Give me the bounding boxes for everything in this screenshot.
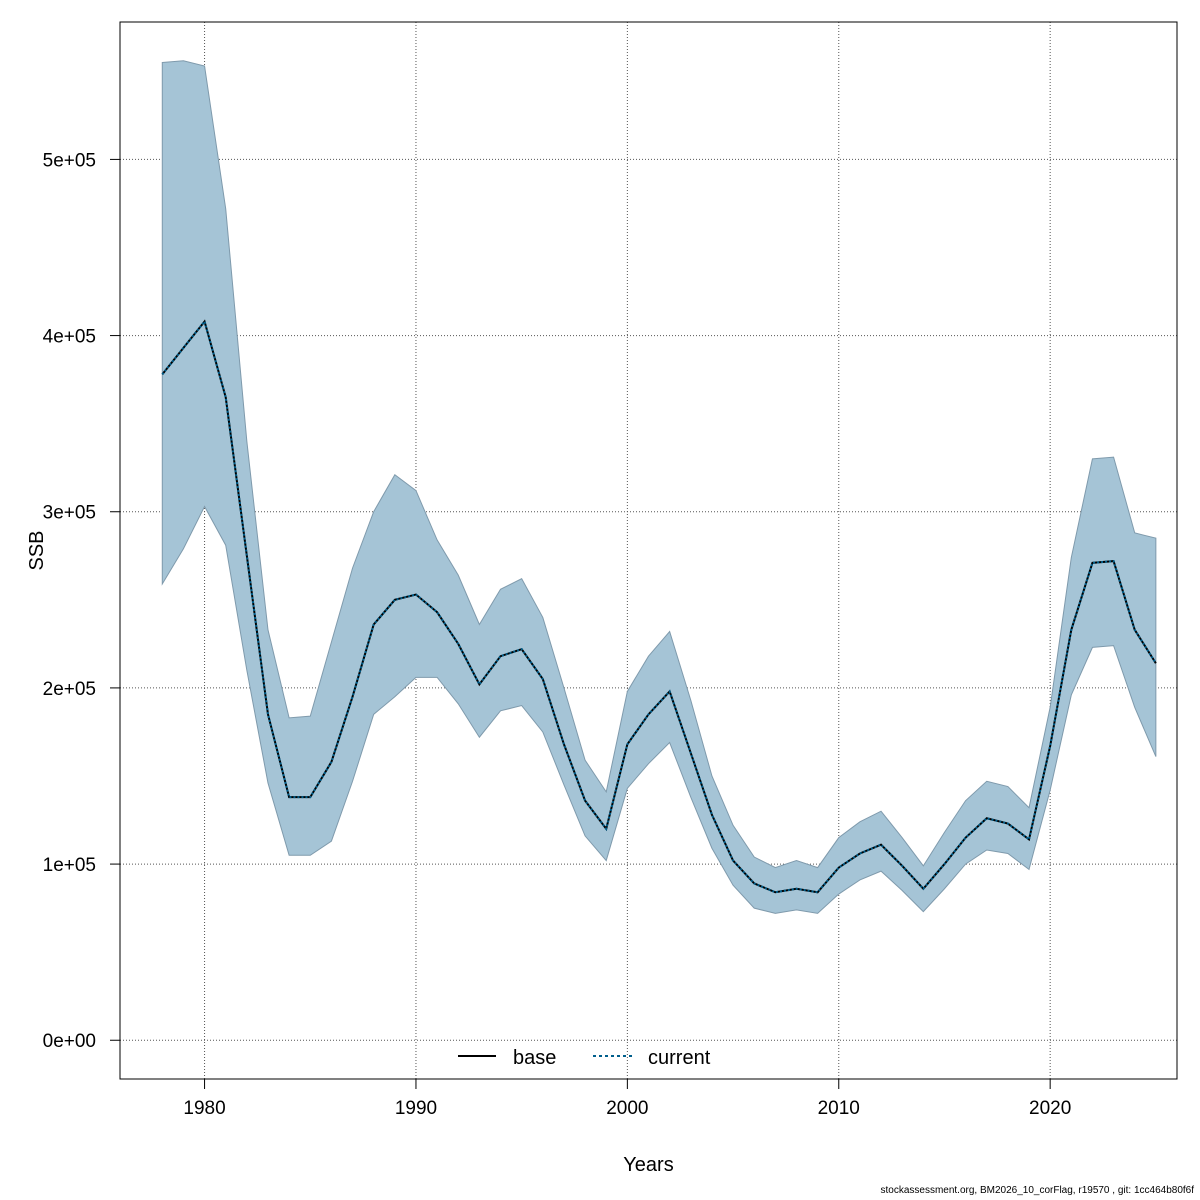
- series-layer: [161, 319, 1157, 894]
- y-tick-label: 3e+05: [43, 503, 96, 524]
- y-axis: 0e+00 1e+05 2e+05 3e+05 4e+05 5e+05: [43, 150, 121, 1052]
- x-tick-label: 2010: [818, 1098, 860, 1119]
- y-tick-label: 2e+05: [43, 679, 96, 700]
- confidence-band: [161, 60, 1157, 914]
- y-axis-title: SSB: [26, 530, 48, 570]
- x-tick-label: 1980: [183, 1098, 225, 1119]
- footnote: stockassessment.org, BM2026_10_corFlag, …: [880, 1185, 1194, 1196]
- x-tick-label: 2000: [606, 1098, 648, 1119]
- legend: base current: [458, 1047, 711, 1069]
- x-tick-label: 2020: [1029, 1098, 1071, 1119]
- x-tick-label: 1990: [395, 1098, 437, 1119]
- grid-lines: [120, 22, 1177, 1079]
- legend-label-current: current: [648, 1047, 711, 1069]
- series-line-current: [161, 319, 1157, 894]
- legend-label-base: base: [513, 1047, 556, 1069]
- y-tick-label: 4e+05: [43, 327, 96, 348]
- confidence-band-layer: [161, 60, 1157, 914]
- x-axis: 1980 1990 2000 2010 2020: [183, 1078, 1071, 1119]
- plot-frame: [119, 21, 1178, 1080]
- y-tick-label: 0e+00: [43, 1031, 96, 1052]
- x-axis-title: Years: [623, 1154, 673, 1176]
- y-tick-label: 1e+05: [43, 855, 96, 876]
- y-tick-label: 5e+05: [43, 150, 96, 171]
